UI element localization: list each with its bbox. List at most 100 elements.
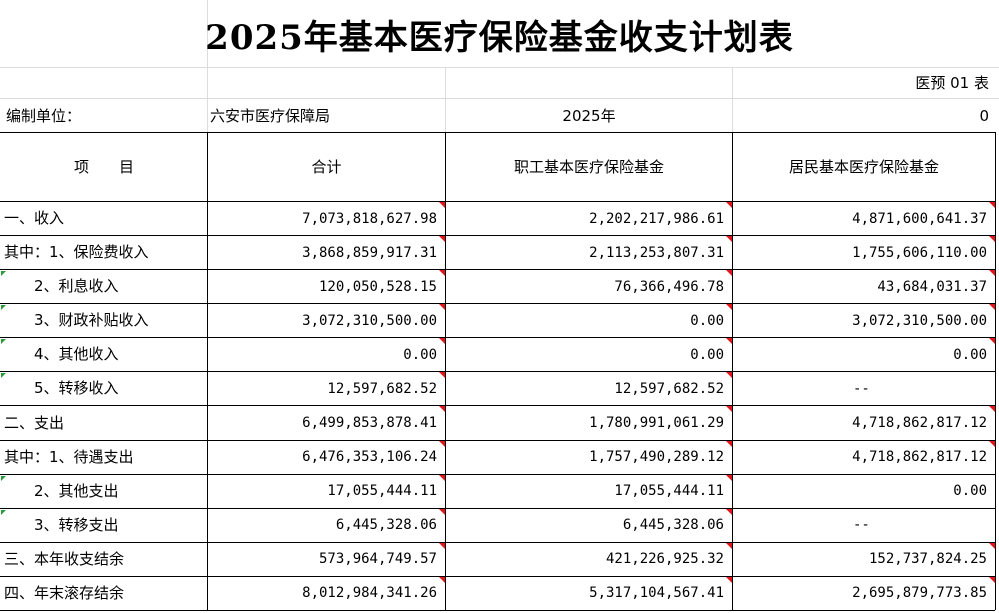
cell-employee[interactable]: 0.00 bbox=[690, 312, 724, 329]
comment-marker bbox=[989, 338, 995, 344]
error-indicator bbox=[1, 339, 6, 344]
row-label[interactable]: 四、年末滚存结余 bbox=[4, 583, 125, 602]
cell-employee[interactable]: 421,226,925.32 bbox=[605, 551, 724, 568]
comment-marker bbox=[439, 543, 445, 549]
row-border bbox=[0, 371, 995, 372]
cell-total[interactable]: 120,050,528.15 bbox=[318, 278, 437, 295]
cell-resident[interactable]: 0.00 bbox=[953, 346, 987, 363]
cell-resident[interactable]: 0.00 bbox=[953, 483, 987, 500]
cell-total[interactable]: 6,499,853,878.41 bbox=[302, 415, 437, 431]
row-border bbox=[0, 440, 995, 441]
row-border bbox=[0, 303, 995, 304]
row-border bbox=[0, 405, 995, 406]
row-label[interactable]: 2、其他支出 bbox=[4, 481, 119, 500]
cell-employee[interactable]: 1,780,991,061.29 bbox=[589, 415, 724, 431]
row-label[interactable]: 一、收入 bbox=[4, 209, 65, 228]
cell-resident[interactable]: 4,718,862,817.12 bbox=[852, 449, 987, 466]
gridline bbox=[732, 68, 733, 132]
cell-total[interactable]: 17,055,444.11 bbox=[327, 483, 437, 500]
cell-total[interactable]: 12,597,682.52 bbox=[327, 380, 437, 397]
cell-employee[interactable]: 5,317,104,567.41 bbox=[589, 585, 724, 602]
row-border bbox=[0, 337, 995, 338]
error-indicator bbox=[1, 510, 6, 515]
row-label[interactable]: 2、利息收入 bbox=[4, 277, 119, 296]
cell-employee[interactable]: 1,757,490,289.12 bbox=[589, 449, 724, 466]
column-border bbox=[995, 132, 996, 610]
cell-resident[interactable]: 43,684,031.37 bbox=[877, 278, 987, 295]
row-border bbox=[0, 269, 995, 270]
comment-marker bbox=[726, 202, 732, 208]
error-indicator bbox=[1, 476, 6, 481]
comment-marker bbox=[439, 202, 445, 208]
comment-marker bbox=[726, 509, 732, 515]
row-label[interactable]: 其中：1、待遇支出 bbox=[4, 447, 134, 466]
cell-resident[interactable]: 4,871,600,641.37 bbox=[852, 210, 987, 227]
row-border bbox=[0, 508, 995, 509]
row-label[interactable]: 3、财政补贴收入 bbox=[4, 311, 149, 330]
comment-marker bbox=[439, 509, 445, 515]
cell-employee[interactable]: 2,113,253,807.31 bbox=[589, 244, 724, 261]
cell-employee[interactable]: 0.00 bbox=[690, 346, 724, 363]
row-label[interactable]: 二、支出 bbox=[4, 413, 65, 432]
header-item: 项 目 bbox=[73, 157, 134, 176]
comment-marker bbox=[989, 202, 995, 208]
header-employee-fund: 职工基本医疗保险基金 bbox=[513, 157, 664, 176]
comment-marker bbox=[989, 236, 995, 242]
cell-employee[interactable]: 2,202,217,986.61 bbox=[589, 210, 724, 227]
comment-marker bbox=[726, 338, 732, 344]
comment-marker bbox=[439, 338, 445, 344]
comment-marker bbox=[439, 304, 445, 310]
row-label[interactable]: 其中：1、保险费收入 bbox=[4, 243, 149, 262]
cell-total[interactable]: 6,476,353,106.24 bbox=[302, 449, 437, 466]
year-label: 2025年 bbox=[562, 106, 616, 125]
row-label[interactable]: 3、转移支出 bbox=[4, 515, 119, 534]
cell-resident[interactable]: 1,755,606,110.00 bbox=[852, 244, 987, 261]
cell-total[interactable]: 0.00 bbox=[403, 346, 437, 363]
cell-resident[interactable]: -- bbox=[853, 380, 870, 397]
cell-employee[interactable]: 17,055,444.11 bbox=[614, 483, 724, 500]
cell-total[interactable]: 573,964,749.57 bbox=[318, 551, 437, 568]
comment-marker bbox=[726, 372, 732, 378]
comment-marker bbox=[726, 236, 732, 242]
row-border bbox=[0, 610, 995, 611]
comment-marker bbox=[726, 406, 732, 412]
comment-marker bbox=[726, 577, 732, 583]
comment-marker bbox=[439, 270, 445, 276]
row-label[interactable]: 三、本年收支结余 bbox=[4, 549, 125, 568]
comment-marker bbox=[989, 543, 995, 549]
cell-resident[interactable]: 2,695,879,773.85 bbox=[852, 585, 987, 602]
error-indicator bbox=[1, 373, 6, 378]
cell-resident[interactable]: 3,072,310,500.00 bbox=[852, 312, 987, 329]
cell-employee[interactable]: 12,597,682.52 bbox=[614, 380, 724, 397]
row-label[interactable]: 5、转移收入 bbox=[4, 379, 119, 398]
cell-resident[interactable]: 152,737,824.25 bbox=[868, 551, 987, 568]
cell-total[interactable]: 6,445,328.06 bbox=[335, 517, 437, 534]
comment-marker bbox=[989, 270, 995, 276]
gridline bbox=[0, 98, 999, 99]
comment-marker bbox=[439, 577, 445, 583]
header-total: 合计 bbox=[311, 157, 342, 176]
comment-marker bbox=[439, 372, 445, 378]
cell-resident[interactable]: -- bbox=[853, 517, 870, 534]
unit-suffix: 0 bbox=[979, 106, 989, 125]
cell-employee[interactable]: 76,366,496.78 bbox=[614, 278, 724, 295]
comment-marker bbox=[439, 236, 445, 242]
cell-total[interactable]: 3,072,310,500.00 bbox=[302, 312, 437, 329]
table-border-top bbox=[0, 132, 995, 133]
gridline bbox=[0, 67, 999, 68]
cell-total[interactable]: 8,012,984,341.26 bbox=[302, 585, 437, 602]
cell-total[interactable]: 3,868,859,917.31 bbox=[302, 244, 437, 261]
column-border bbox=[207, 132, 208, 610]
gridline bbox=[207, 0, 208, 132]
gridline bbox=[445, 68, 446, 132]
unit-label: 编制单位： bbox=[6, 106, 82, 125]
row-border bbox=[0, 235, 995, 236]
cell-resident[interactable]: 4,718,862,817.12 bbox=[852, 415, 987, 431]
cell-total[interactable]: 7,073,818,627.98 bbox=[302, 210, 437, 227]
row-border bbox=[0, 576, 995, 577]
cell-employee[interactable]: 6,445,328.06 bbox=[622, 517, 724, 534]
row-label[interactable]: 4、其他收入 bbox=[4, 345, 119, 364]
header-resident-fund: 居民基本医疗保险基金 bbox=[788, 157, 939, 176]
error-indicator bbox=[1, 271, 6, 276]
